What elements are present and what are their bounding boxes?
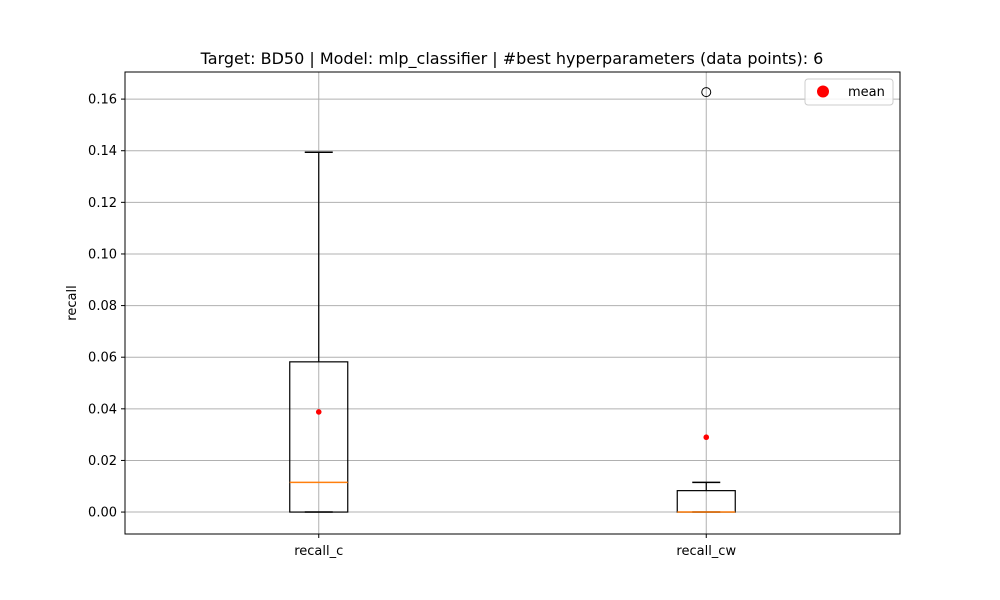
- mean-point: [703, 434, 710, 441]
- y-tick-label: 0.08: [88, 299, 117, 314]
- legend-box: [804, 78, 894, 106]
- axes-frame: [124, 71, 901, 535]
- axes: 0.00 0.02 0.04 0.06 0.08 0.10 0.12 0.14 0.16 reca…: [88, 93, 736, 559]
- outlier-point: [701, 87, 712, 98]
- legend-label-mean: mean: [848, 85, 885, 100]
- y-tick-label: 0.00: [88, 506, 117, 521]
- x-tick-label: recall_c: [294, 544, 343, 559]
- y-tick-label: 0.04: [88, 402, 117, 417]
- legend: mean: [804, 78, 894, 106]
- y-tick-label: 0.06: [88, 351, 117, 366]
- y-tick-label: 0.02: [88, 454, 117, 469]
- iqr-box: [289, 361, 349, 513]
- x-tick-label: recall_cw: [676, 544, 736, 559]
- chart-title: Target: BD50 | Model: mlp_classifier | #…: [200, 49, 824, 69]
- y-tick-label: 0.14: [88, 144, 117, 159]
- legend-mean-marker: [817, 85, 829, 98]
- y-axis-label: recall: [65, 285, 80, 320]
- box-recall_cw: [676, 87, 736, 513]
- y-tick-label: 0.10: [88, 247, 117, 262]
- y-tick-label: 0.16: [88, 93, 117, 108]
- box-recall_c: [289, 151, 349, 513]
- y-tick-label: 0.12: [88, 196, 117, 211]
- mean-point: [315, 409, 322, 415]
- grid-lines: [125, 72, 900, 534]
- plot-area: [289, 87, 736, 513]
